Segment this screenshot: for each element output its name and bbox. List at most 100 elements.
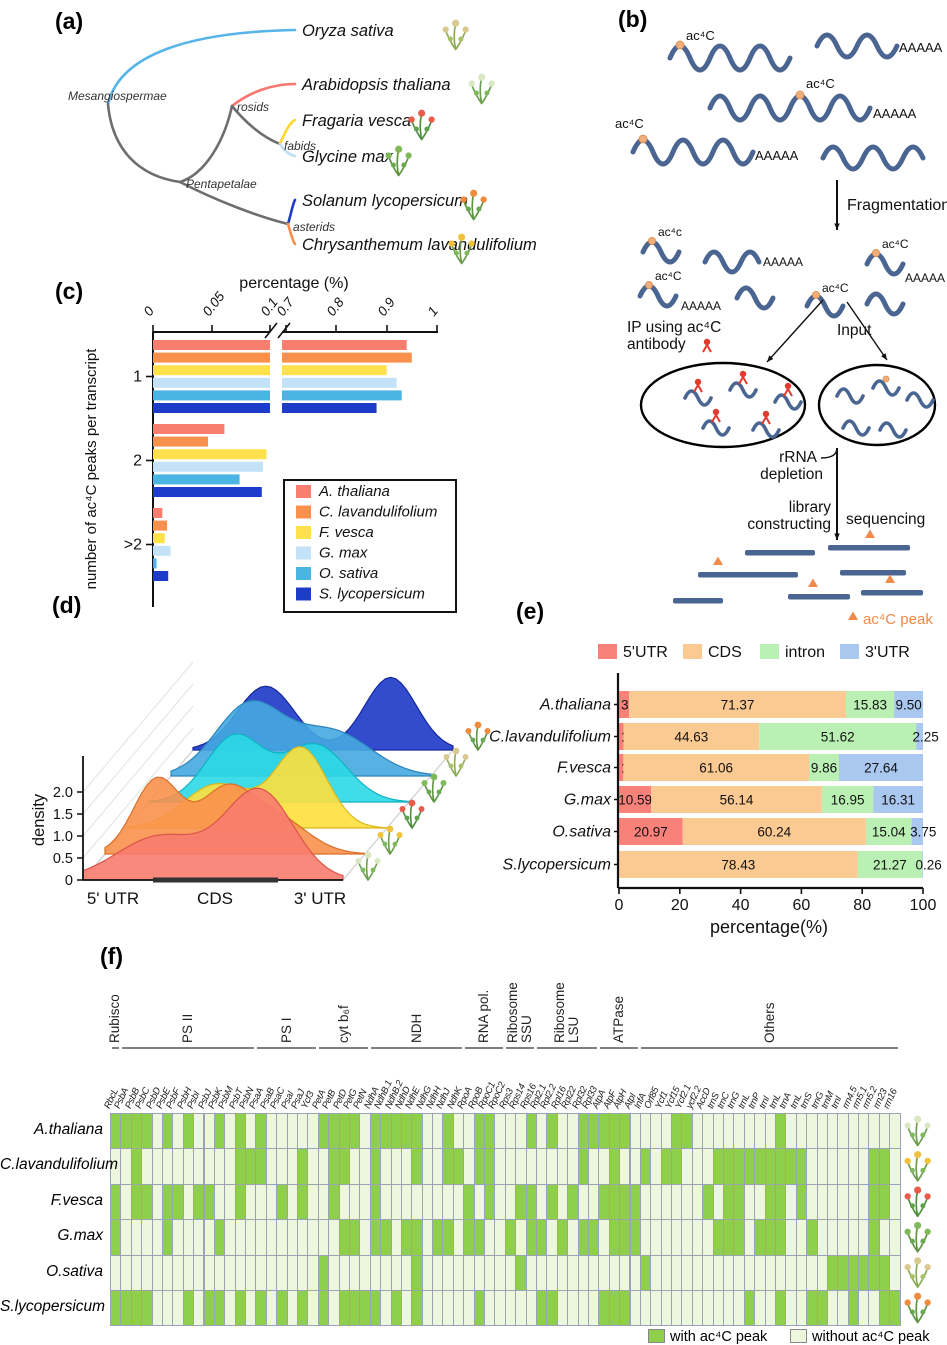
bar xyxy=(153,571,169,581)
bar xyxy=(153,508,163,518)
value-label: 10.59 xyxy=(618,793,652,808)
rna-strand xyxy=(871,379,901,397)
rna-strand xyxy=(773,393,803,411)
bar-segment xyxy=(619,786,652,813)
ip-label: IP using ac⁴C xyxy=(627,319,721,336)
heatmap-row-label: A.thaliana xyxy=(34,1121,103,1138)
bar-segment xyxy=(619,691,630,718)
label: AAAAA xyxy=(681,299,721,313)
bar-segment xyxy=(857,851,923,878)
value-label: 20.97 xyxy=(634,825,668,840)
legend-label: CDS xyxy=(708,644,742,661)
legend-label: 3'UTR xyxy=(865,644,910,661)
axis-break-mark xyxy=(277,322,291,339)
legend-label: G. max xyxy=(319,545,368,562)
rna-strand xyxy=(835,387,865,405)
bar-segment xyxy=(846,691,895,718)
panel-f-heatmap: Rubisco PS II PS I cyt b₆f NDH RNA pol. Riboso… xyxy=(0,935,947,1345)
gene-group-label: RNA pol. xyxy=(476,989,492,1043)
category-label: S.lycopersicum xyxy=(503,857,611,874)
legend-label: A. thaliana xyxy=(318,483,390,500)
panel-a-phylogenetic-tree: Mesangiospermae Pentapetalae rosids fabids a… xyxy=(68,19,537,265)
ac4c-peak-icon xyxy=(865,529,875,538)
x-tick-label: 0.8 xyxy=(324,294,348,318)
rna-strand xyxy=(864,291,906,317)
grid-line xyxy=(342,749,454,881)
cds-region-bar xyxy=(153,877,278,883)
bar xyxy=(153,352,270,363)
panel-c-label: (c) xyxy=(55,278,84,304)
library-label: constructing xyxy=(747,516,831,533)
heatmap-row-label: O.sativa xyxy=(46,1262,103,1280)
bar xyxy=(153,474,240,485)
gene-group-label: Ribosome LSU xyxy=(552,982,582,1043)
gene-group-underline xyxy=(506,1047,535,1049)
bar xyxy=(153,390,270,401)
plant-icon xyxy=(468,73,495,105)
ac4c-mark-icon xyxy=(638,134,648,144)
plant-icon xyxy=(904,1292,931,1324)
category-label: O.sativa xyxy=(552,824,611,841)
y-tick-label: 0 xyxy=(65,873,73,889)
rna-strand xyxy=(864,251,906,277)
heatmap-row-label: S.lycopersicum xyxy=(0,1298,106,1315)
label: ac⁴C xyxy=(806,76,835,91)
x-tick-label: 0 xyxy=(615,897,624,914)
grid-line xyxy=(82,705,194,837)
y-axis-title: number of ac⁴C peaks per transcript xyxy=(83,348,100,590)
label: ac⁴C xyxy=(822,281,849,295)
arrow xyxy=(846,301,888,361)
rna-strand xyxy=(630,137,756,167)
rrna-depletion-label: depletion xyxy=(760,466,823,483)
antibody-icon xyxy=(702,338,712,353)
arrow-head xyxy=(834,533,840,540)
panel-f-label: (f) xyxy=(100,943,123,969)
gene-group-underline xyxy=(111,1047,119,1049)
rrna-depletion-label: rRNA xyxy=(779,449,818,466)
value-label: 15.83 xyxy=(853,698,887,713)
rna-strand xyxy=(734,285,776,311)
rna-strand xyxy=(841,419,871,437)
rna-strand xyxy=(683,389,713,407)
plant-icon xyxy=(377,825,403,855)
bar xyxy=(153,377,270,388)
plant-icon xyxy=(904,1115,931,1147)
species-name: Chrysanthemum lavandulifolium xyxy=(302,236,537,254)
y-tick-label: 1 xyxy=(133,369,142,386)
value-label: 16.95 xyxy=(831,793,865,808)
antibody-icon xyxy=(693,378,703,393)
category-label: G.max xyxy=(564,792,612,809)
panel-d-density-ridgeline-chart: 0 0.5 1.0 1.5 2.0 density 5' UTR CDS 3' UTR xyxy=(30,661,491,908)
value-label: 51.62 xyxy=(821,730,855,745)
label: AAAAA xyxy=(899,40,943,55)
value-label: 27.64 xyxy=(864,761,898,776)
y-tick-label: >2 xyxy=(124,537,142,554)
legend-swatch xyxy=(296,567,311,580)
value-label: 9.86 xyxy=(811,761,837,776)
ac4c-mark-icon xyxy=(675,40,685,50)
gene-group-label: Others xyxy=(761,1002,777,1043)
library-label: library xyxy=(789,499,831,516)
x-tick-label: 5' UTR xyxy=(87,889,139,908)
bar-segment xyxy=(916,723,923,750)
legend-label: 5'UTR xyxy=(623,644,668,661)
sequencing-read xyxy=(745,550,815,556)
tree-branch xyxy=(286,222,297,246)
rna-strand xyxy=(820,144,926,172)
label: ac⁴C xyxy=(655,269,682,283)
rna-strand xyxy=(804,293,846,319)
y-axis-title: density xyxy=(30,793,48,846)
rna-strand xyxy=(728,381,758,399)
plant-icon xyxy=(399,799,425,829)
tree-branch xyxy=(278,142,297,158)
fragmentation-label: Fragmentation xyxy=(847,197,947,214)
ac4c-peak-icon xyxy=(885,574,895,583)
x-tick-label: 80 xyxy=(853,897,871,914)
bar xyxy=(153,424,225,434)
bar-segment xyxy=(809,754,839,781)
tree-branch xyxy=(106,28,297,106)
bar xyxy=(153,449,267,460)
bar xyxy=(282,340,407,350)
clade-label-rosids: rosids xyxy=(237,100,269,114)
